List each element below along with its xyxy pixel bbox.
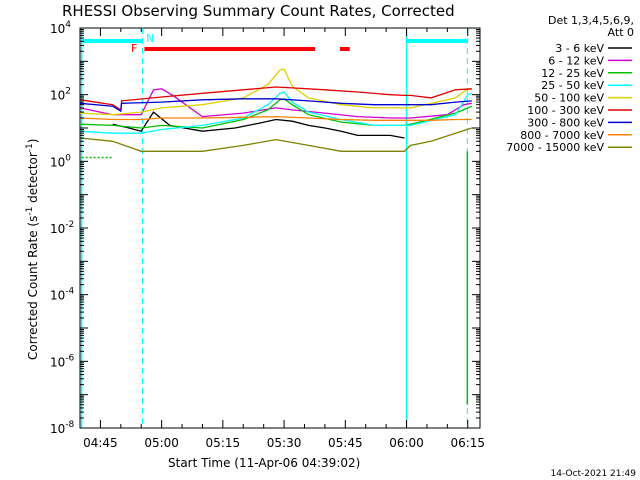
series-line-5 <box>79 68 472 116</box>
series-line-1 <box>112 111 405 139</box>
y-tick-label: 100 <box>50 153 71 169</box>
series-line-7 <box>79 98 472 113</box>
legend-entry-label: 800 - 7000 keV <box>520 129 604 142</box>
night-flag-bar <box>81 39 143 43</box>
flare-flag-bar <box>340 47 350 51</box>
series-layer <box>79 68 473 152</box>
y-axis-label-main: Corrected Count Rate (s <box>26 216 40 360</box>
footer-date: 14-Oct-2021 21:49 <box>551 469 637 479</box>
y-tick-label: 10-6 <box>50 353 75 369</box>
y-tick-label: 102 <box>50 87 71 103</box>
legend-entry-label: 6 - 12 keV <box>548 54 604 67</box>
x-tick-label: 06:00 <box>389 436 424 450</box>
legend-entry-label: 7000 - 15000 keV <box>506 141 604 154</box>
y-axis-label-sup1: -1 <box>25 207 35 216</box>
y-axis-label: Corrected Count Rate (s-1 detector-1) <box>25 139 40 360</box>
x-tick-label: 05:45 <box>328 436 363 450</box>
plot-frame <box>79 27 481 429</box>
y-axis-label-mid: detector <box>26 152 40 207</box>
series-line-9 <box>79 127 472 152</box>
legend-header-line-1: Det 1,3,4,5,6,9, <box>548 14 634 27</box>
legend-entry-label: 100 - 300 keV <box>527 104 604 117</box>
legend-header-line-2: Att 0 <box>608 26 634 39</box>
series-line-3 <box>79 98 473 129</box>
y-tick-label: 10-8 <box>50 420 75 436</box>
x-tick-label: 05:00 <box>144 436 179 450</box>
x-tick-label: 06:15 <box>450 436 485 450</box>
series-line-2 <box>79 88 472 119</box>
y-tick-label: 10-4 <box>50 287 75 303</box>
flare-flag-label: F <box>131 42 137 55</box>
night-flag-bar <box>406 39 468 43</box>
x-tick-label: 04:45 <box>83 436 118 450</box>
flags-layer: NF <box>80 28 469 428</box>
x-tick-label: 05:30 <box>267 436 302 450</box>
x-axis-label: Start Time (11-Apr-06 04:39:02) <box>168 456 360 470</box>
x-axis: 04:45 05:00 05:15 05:30 05:45 06:00 06:15 <box>79 28 485 450</box>
y-axis-label-sup2: -1 <box>25 143 35 152</box>
chart-title: RHESSI Observing Summary Count Rates, Co… <box>62 2 455 20</box>
y-tick-label: 10-2 <box>50 220 74 236</box>
legend-entry-label: 300 - 800 keV <box>527 116 604 129</box>
legend-entry-label: 3 - 6 keV <box>555 42 604 55</box>
legend-entry-label: 25 - 50 keV <box>541 79 604 92</box>
legend-entry-label: 12 - 25 keV <box>541 67 604 80</box>
series-line-8 <box>79 115 472 121</box>
flare-flag-bar <box>144 47 316 51</box>
x-tick-label: 05:15 <box>206 436 241 450</box>
y-axis: 104 102 100 10-2 10-4 10-6 10-8 <box>50 20 480 436</box>
legend-entry-label: 50 - 100 keV <box>534 92 604 105</box>
y-axis-label-end: ) <box>26 139 40 144</box>
series-line-4 <box>79 91 473 134</box>
y-tick-label: 104 <box>50 20 71 36</box>
night-flag-label: N <box>146 32 154 45</box>
